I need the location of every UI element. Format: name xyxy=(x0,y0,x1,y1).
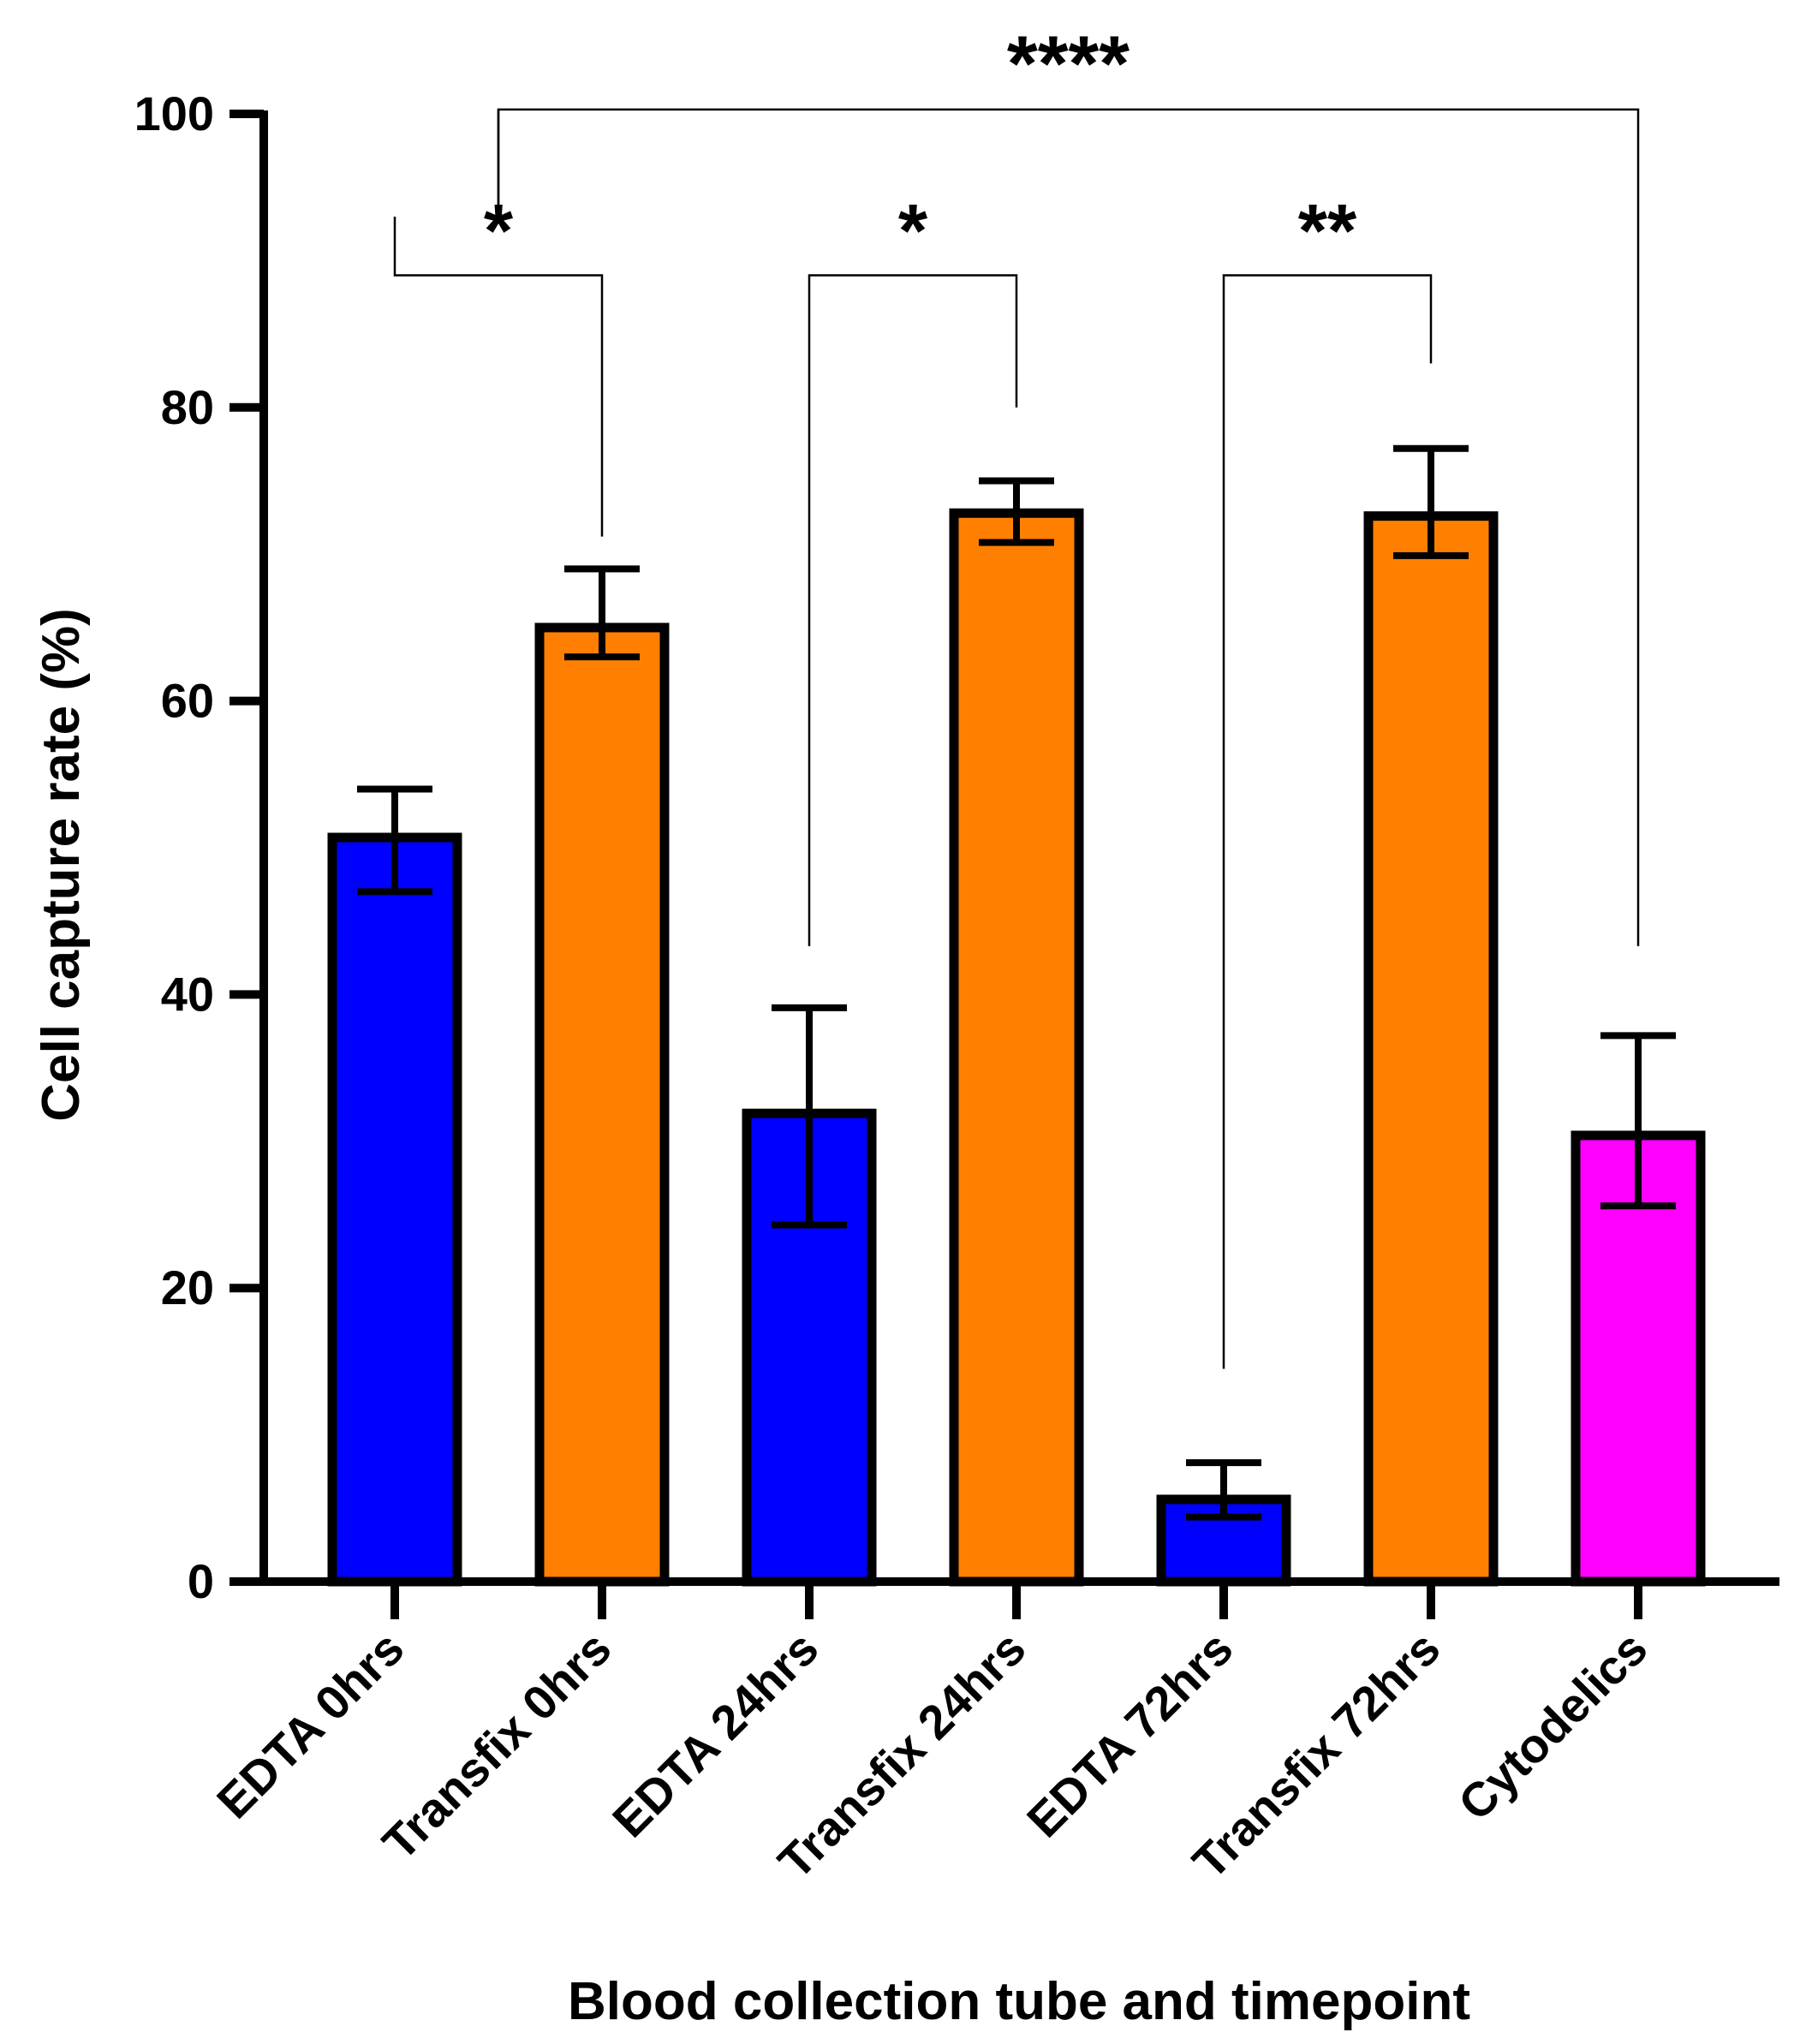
significance-label: **** xyxy=(1007,21,1130,108)
bar-transfix-0hrs xyxy=(534,623,670,1587)
y-tick-label-60: 60 xyxy=(161,674,214,728)
bar-transfix-24hrs xyxy=(949,508,1084,1587)
bar-edta-0hrs xyxy=(327,832,462,1587)
bracket-line xyxy=(393,216,604,537)
x-tick-label-edta-0hrs: EDTA 0hrs xyxy=(206,1621,414,1829)
y-axis-label: Cell capture rate (%) xyxy=(32,608,91,1122)
x-tick-label-cytodelics: Cytodelics xyxy=(1448,1621,1658,1831)
error-bar-edta-0hrs xyxy=(357,785,432,896)
y-tick-label-20: 20 xyxy=(161,1260,214,1314)
significance-bracket-2: * xyxy=(808,188,1018,946)
x-tick-label-edta-24hrs: EDTA 24hrs xyxy=(602,1621,829,1848)
bracket-line xyxy=(1222,274,1433,1369)
significance-label: ** xyxy=(1298,188,1357,273)
y-tick-label-0: 0 xyxy=(188,1554,214,1608)
error-bar-transfix-24hrs xyxy=(979,477,1054,546)
error-bars-group xyxy=(357,444,1676,1521)
error-bar-edta-72hrs xyxy=(1186,1459,1261,1521)
y-tick-label-100: 100 xyxy=(134,86,214,140)
significance-bracket-3: ** xyxy=(1222,188,1433,1369)
significance-bracket-1: * xyxy=(393,188,604,537)
error-bar-cytodelics xyxy=(1600,1032,1676,1210)
x-axis-label: Blood collection tube and timepoint xyxy=(568,1972,1470,2031)
error-bar-edta-24hrs xyxy=(772,1004,847,1229)
bracket-line xyxy=(808,274,1018,946)
y-tick-label-40: 40 xyxy=(161,967,214,1021)
bars-group xyxy=(327,508,1706,1587)
x-tick-label-edta-72hrs: EDTA 72hrs xyxy=(1016,1621,1243,1848)
bar-transfix-72hrs xyxy=(1363,511,1499,1587)
error-bar-transfix-0hrs xyxy=(564,565,640,661)
error-bar-transfix-72hrs xyxy=(1393,444,1469,559)
significance-brackets-group: * * ****** xyxy=(393,21,1640,1369)
significance-label: * xyxy=(898,188,928,273)
y-tick-label-80: 80 xyxy=(161,380,214,434)
